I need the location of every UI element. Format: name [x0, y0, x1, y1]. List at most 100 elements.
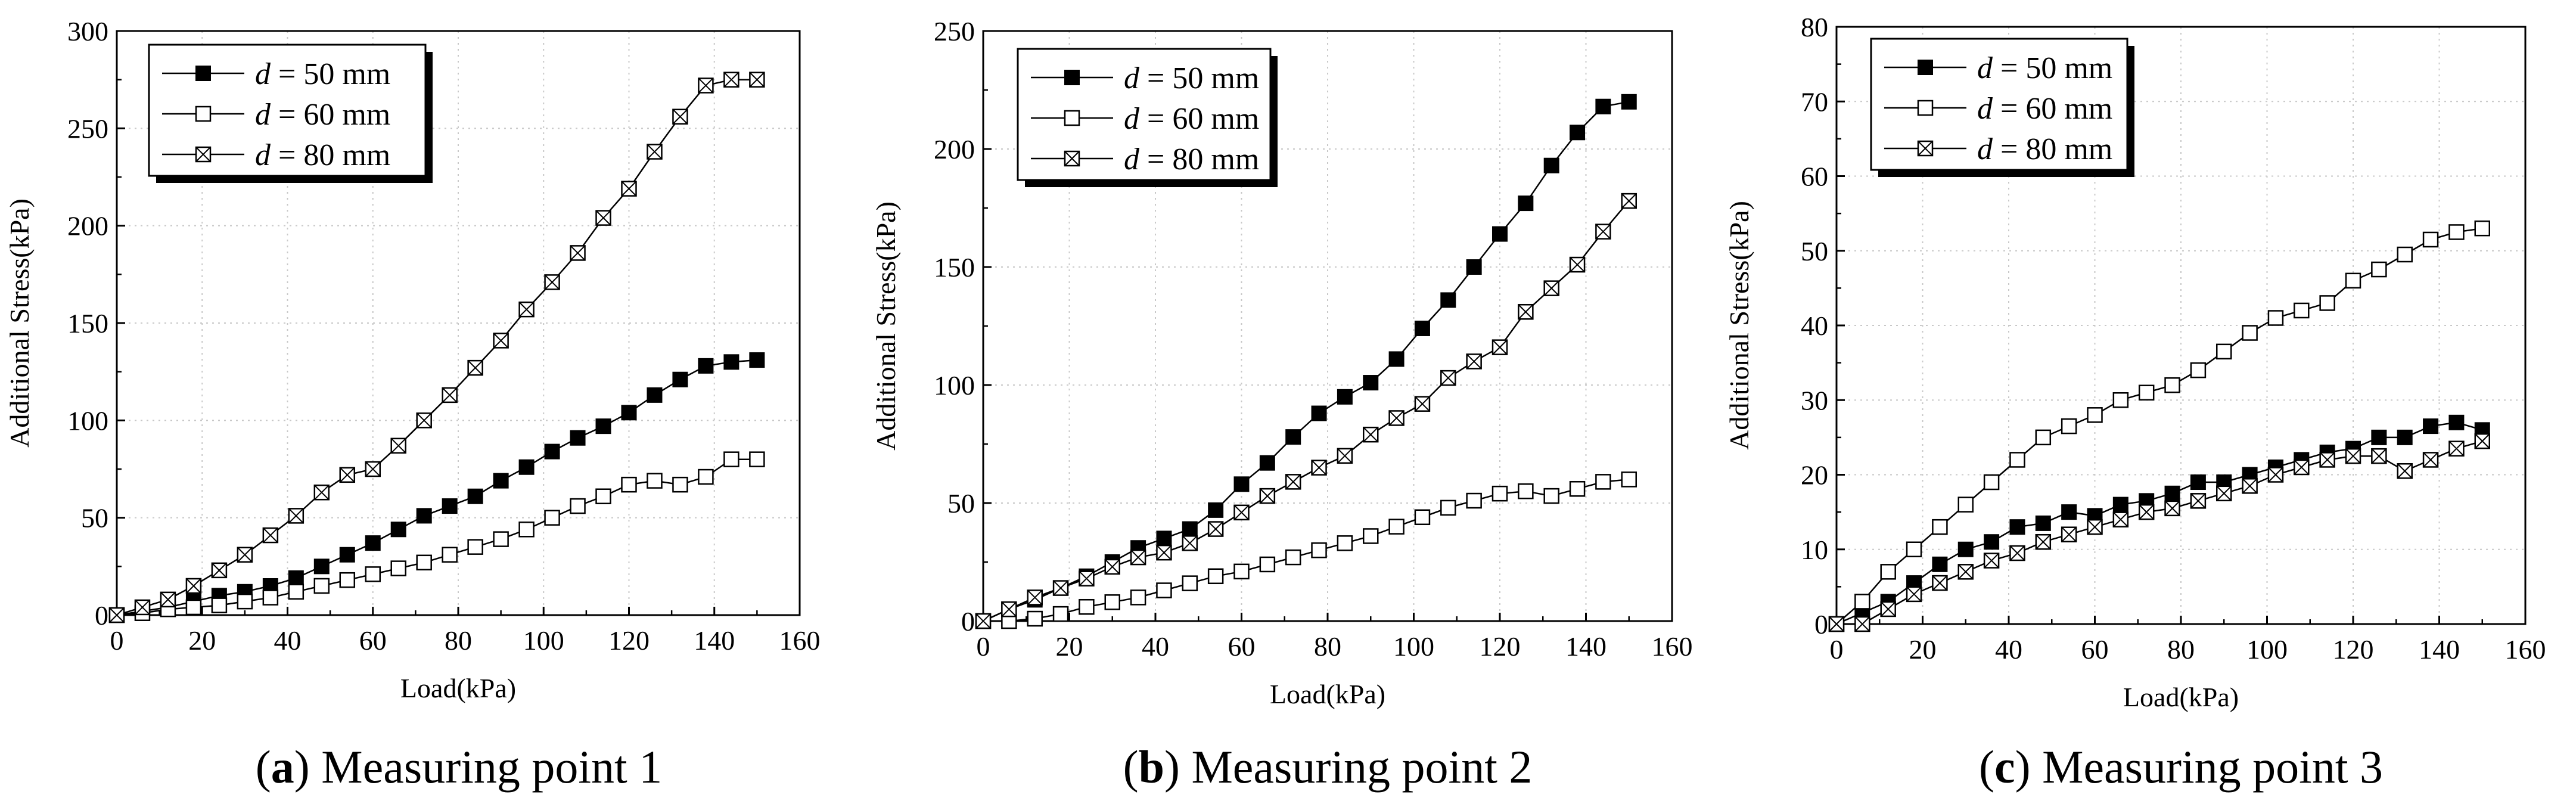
legend-variable: d [1977, 92, 1993, 126]
data-point [647, 144, 663, 160]
data-point [1207, 521, 1224, 537]
marker-cross-b [1958, 564, 1974, 580]
x-tick-label: 100 [2246, 634, 2288, 665]
data-point [2009, 452, 2025, 468]
data-point [237, 547, 253, 563]
data-point [1130, 549, 1146, 566]
data-point [2242, 478, 2258, 494]
y-tick-label: 0 [95, 600, 108, 631]
series-crossed-square [108, 72, 765, 623]
x-tick-label: 140 [2419, 634, 2460, 665]
marker-cross-b [1285, 474, 1301, 490]
data-point [2190, 362, 2207, 378]
data-point [442, 387, 458, 404]
data-point [2422, 452, 2439, 468]
marker-cross-b [1880, 601, 1896, 617]
marker-cross-b [1363, 427, 1378, 442]
y-tick-label: 150 [67, 308, 108, 339]
data-point [467, 539, 483, 555]
data-point [2448, 224, 2465, 240]
marker-cross-b [1208, 521, 1223, 537]
marker-cross-b [2190, 493, 2206, 509]
data-point [185, 578, 202, 594]
marker-cross-b [2448, 440, 2465, 457]
data-point [288, 570, 304, 586]
legend-variable: d [255, 98, 271, 132]
marker-cross-b [1621, 193, 1637, 209]
data-point [211, 597, 228, 613]
marker-cross-b [2216, 486, 2232, 501]
data-point [1957, 496, 1974, 513]
marker-cross-b [1053, 580, 1068, 596]
marker-cross-b [1182, 535, 1198, 551]
marker-cross-b [2061, 526, 2077, 542]
x-tick-label: 140 [1565, 631, 1606, 662]
data-point [672, 476, 688, 493]
data-point [1104, 558, 1120, 575]
data-point [1906, 541, 1922, 557]
data-point [723, 354, 739, 370]
caption-letter: a [271, 741, 294, 793]
data-point [698, 468, 714, 485]
data-point [1466, 353, 1482, 370]
data-point [1259, 556, 1276, 573]
marker-cross-b [2294, 460, 2310, 475]
marker-cross-b [263, 527, 278, 543]
y-tick-label: 30 [1801, 385, 1828, 415]
data-point [1285, 429, 1301, 445]
data-point [467, 488, 483, 504]
data-point [1156, 544, 1172, 561]
legend-variable: d [255, 138, 271, 172]
data-point [1880, 564, 1896, 580]
data-point [1259, 455, 1275, 471]
data-point [237, 593, 253, 610]
marker-cross-b [975, 613, 991, 629]
data-point [1983, 553, 2000, 569]
data-point [1492, 226, 1508, 242]
data-point [2138, 384, 2155, 401]
data-point [1363, 528, 1379, 544]
marker-cross-b [544, 274, 560, 290]
data-point [1259, 488, 1276, 504]
data-point [1311, 405, 1327, 421]
data-point [416, 508, 432, 524]
data-point [442, 547, 458, 563]
data-point [493, 531, 509, 547]
x-axis: 0 20 40 60 80 100 120 140 160 [110, 607, 821, 656]
y-tick-label: 250 [67, 113, 108, 144]
data-point [1156, 582, 1172, 598]
legend-marker [1917, 100, 1934, 116]
y-tick-label: 50 [947, 488, 975, 519]
y-tick-label: 200 [934, 134, 975, 165]
data-point [416, 412, 432, 429]
x-tick-label: 120 [2333, 634, 2374, 665]
marker-cross-b [1001, 601, 1017, 617]
legend-label: d = 60 mm [1124, 102, 1259, 136]
data-point [1491, 339, 1508, 355]
marker-cross-b [416, 412, 432, 429]
data-point [749, 451, 765, 467]
data-point [1027, 589, 1043, 606]
marker-cross-b [391, 438, 406, 454]
marker-cross-b [195, 147, 211, 162]
legend-label: d = 60 mm [1977, 92, 2112, 126]
marker-cross-b [1984, 553, 1999, 569]
marker-cross-b [2113, 511, 2128, 527]
series-crossed-square [975, 193, 1637, 629]
data-point [2112, 496, 2128, 513]
subfigure-caption: (b) Measuring point 2 [1123, 741, 1533, 793]
data-point [2294, 302, 2310, 319]
marker-cross-b [1311, 460, 1327, 476]
y-tick-label: 10 [1801, 535, 1828, 565]
legend-value: = 80 mm [271, 138, 390, 172]
data-point [262, 589, 279, 606]
data-point [1388, 410, 1404, 426]
x-tick-label: 140 [694, 625, 735, 656]
x-tick-label: 60 [2081, 634, 2109, 665]
marker-cross-b [1492, 339, 1508, 355]
data-point [1182, 535, 1198, 551]
series-open-square [1828, 220, 2490, 632]
data-point [2164, 377, 2180, 393]
y-tick-label: 300 [67, 16, 108, 46]
legend-variable: d [1977, 132, 1993, 166]
